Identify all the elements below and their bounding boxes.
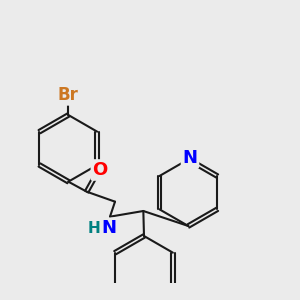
Text: O: O <box>92 161 108 179</box>
Text: N: N <box>102 219 117 237</box>
Text: Br: Br <box>58 86 79 104</box>
Text: N: N <box>182 149 197 167</box>
Text: H: H <box>88 221 100 236</box>
